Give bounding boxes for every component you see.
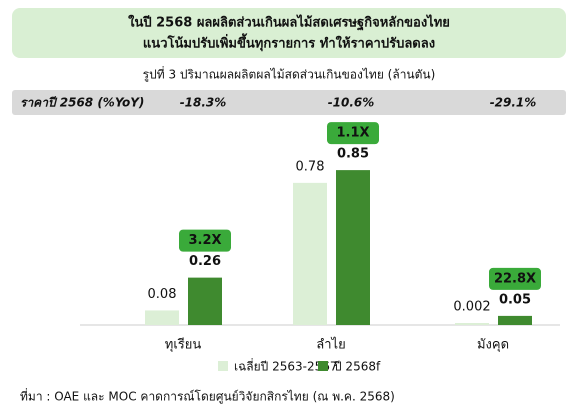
x-tick-label: ลำไย [316, 337, 345, 353]
header-box [12, 8, 566, 58]
legend-label: เฉลี่ยปี 2563-2567 [234, 358, 338, 374]
ratio-badge [489, 267, 541, 290]
value-label: 0.78 [296, 159, 325, 174]
bar [498, 315, 532, 325]
value-label: 0.002 [453, 300, 490, 315]
subtitle: รูปที่ 3 ปริมาณผลผลิตผลไม้สดส่วนเกินของไ… [143, 66, 436, 83]
ratio-label: 22.8X [494, 271, 536, 286]
value-label: 0.26 [189, 254, 221, 269]
ratio-label: 1.1X [336, 126, 369, 141]
title: ในปี 2568 ผลผลิตส่วนเกินผลไม้สดเศรษฐกิจห… [128, 14, 450, 32]
legend-swatch [318, 361, 328, 371]
legend-label: ปี 2568f [333, 360, 381, 374]
price-band [12, 90, 566, 115]
source: ที่มา : OAE และ MOC คาดการณ์โดยศูนย์วิจั… [20, 388, 395, 405]
bar [145, 310, 179, 325]
ratio-badge [179, 229, 231, 252]
ratio-badge [327, 122, 379, 145]
bar [293, 182, 327, 325]
price-label: ราคาปี 2568 (%YoY) [20, 96, 144, 110]
x-tick-label: ทุเรียน [165, 337, 202, 353]
value-label: 0.05 [499, 292, 531, 307]
price-change: -18.3% [180, 96, 227, 110]
bar [455, 323, 489, 325]
bar [336, 170, 370, 325]
x-tick-label: มังคุด [477, 338, 509, 353]
ratio-label: 3.2X [188, 233, 221, 248]
value-label: 0.85 [337, 147, 369, 162]
legend-swatch [218, 361, 228, 371]
bar [188, 277, 222, 325]
title: แนวโน้มปรับเพิ่มขึ้นทุกรายการ ทำให้ราคาป… [143, 33, 435, 52]
value-label: 0.08 [148, 287, 177, 302]
price-change: -29.1% [490, 96, 537, 110]
price-change: -10.6% [328, 96, 375, 110]
